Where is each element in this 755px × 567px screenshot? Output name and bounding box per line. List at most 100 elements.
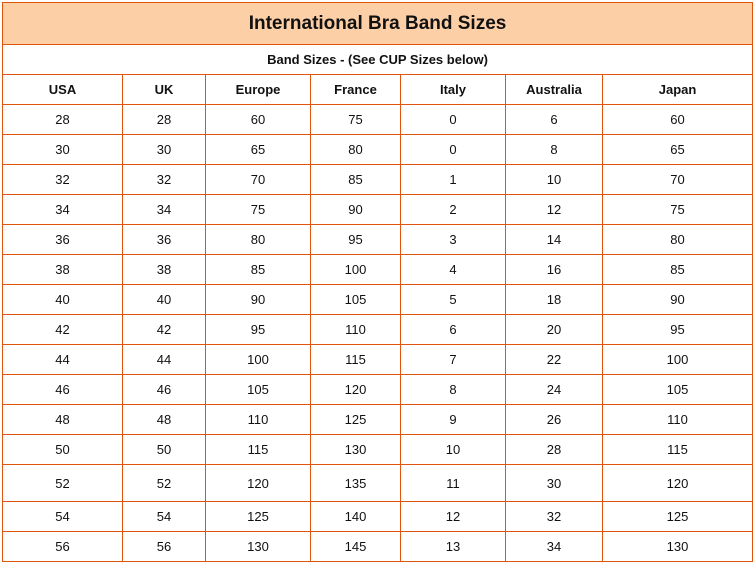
cell-usa: 44 [2,344,123,375]
cell-italy: 0 [400,104,506,135]
table-row: 48 48 110 125 9 26 110 [2,404,754,435]
cell-australia: 12 [505,194,603,225]
cell-usa: 48 [2,404,123,435]
cell-australia: 22 [505,344,603,375]
cell-europe: 85 [205,254,311,285]
cell-france: 130 [310,434,401,465]
cell-australia: 10 [505,164,603,195]
cell-italy: 12 [400,501,506,532]
cell-uk: 48 [122,404,206,435]
cell-japan: 115 [601,434,754,465]
cell-usa: 40 [2,284,123,315]
table-subtitle: Band Sizes - (See CUP Sizes below) [1,44,754,75]
cell-japan: 100 [601,344,754,375]
column-header-europe: Europe [205,74,311,105]
cell-france: 90 [310,194,401,225]
cell-france: 95 [310,224,401,255]
cell-japan: 95 [601,314,754,345]
cell-uk: 30 [122,134,206,165]
cell-france: 115 [310,344,401,375]
cell-australia: 8 [505,134,603,165]
cell-usa: 54 [2,501,123,532]
cell-france: 100 [310,254,401,285]
cell-usa: 52 [2,464,123,502]
cell-italy: 3 [400,224,506,255]
cell-japan: 90 [601,284,754,315]
cell-usa: 42 [2,314,123,345]
table-row: 30 30 65 80 0 8 65 [2,134,754,165]
cell-france: 80 [310,134,401,165]
table-row: 28 28 60 75 0 6 60 [2,104,754,135]
cell-france: 85 [310,164,401,195]
cell-australia: 6 [505,104,603,135]
cell-italy: 5 [400,284,506,315]
column-header-japan: Japan [601,74,754,105]
cell-europe: 100 [205,344,311,375]
cell-japan: 85 [601,254,754,285]
cell-europe: 65 [205,134,311,165]
cell-france: 110 [310,314,401,345]
cell-italy: 11 [400,464,506,502]
cell-italy: 2 [400,194,506,225]
cell-europe: 60 [205,104,311,135]
cell-france: 140 [310,501,401,532]
cell-europe: 75 [205,194,311,225]
cell-uk: 42 [122,314,206,345]
table-row: 52 52 120 135 11 30 120 [2,464,754,502]
cell-italy: 7 [400,344,506,375]
cell-europe: 125 [205,501,311,532]
cell-uk: 50 [122,434,206,465]
cell-japan: 65 [601,134,754,165]
cell-france: 105 [310,284,401,315]
cell-italy: 0 [400,134,506,165]
cell-uk: 54 [122,501,206,532]
cell-uk: 28 [122,104,206,135]
cell-europe: 80 [205,224,311,255]
cell-uk: 34 [122,194,206,225]
cell-japan: 60 [601,104,754,135]
cell-australia: 34 [505,531,603,562]
column-header-usa: USA [2,74,123,105]
cell-france: 125 [310,404,401,435]
cell-usa: 46 [2,374,123,405]
table-row: 42 42 95 110 6 20 95 [2,314,754,345]
cell-usa: 32 [2,164,123,195]
cell-france: 145 [310,531,401,562]
cell-japan: 105 [601,374,754,405]
column-header-france: France [310,74,401,105]
cell-usa: 36 [2,224,123,255]
column-header-uk: UK [122,74,206,105]
cell-uk: 52 [122,464,206,502]
table-row: 32 32 70 85 1 10 70 [2,164,754,195]
cell-usa: 28 [2,104,123,135]
cell-usa: 38 [2,254,123,285]
table-row: 46 46 105 120 8 24 105 [2,374,754,405]
cell-europe: 110 [205,404,311,435]
cell-japan: 75 [601,194,754,225]
table-row: 54 54 125 140 12 32 125 [2,501,754,532]
table-row: 50 50 115 130 10 28 115 [2,434,754,465]
header-row: USA UK Europe France Italy Australia Japan [2,74,754,105]
cell-italy: 8 [400,374,506,405]
cell-australia: 32 [505,501,603,532]
cell-italy: 4 [400,254,506,285]
cell-uk: 56 [122,531,206,562]
cell-france: 135 [310,464,401,502]
cell-australia: 28 [505,434,603,465]
cell-uk: 38 [122,254,206,285]
cell-usa: 56 [2,531,123,562]
table-row: 36 36 80 95 3 14 80 [2,224,754,255]
table-row: 38 38 85 100 4 16 85 [2,254,754,285]
cell-australia: 26 [505,404,603,435]
cell-usa: 30 [2,134,123,165]
cell-australia: 18 [505,284,603,315]
cell-italy: 6 [400,314,506,345]
cell-uk: 40 [122,284,206,315]
cell-australia: 14 [505,224,603,255]
table-row: 34 34 75 90 2 12 75 [2,194,754,225]
cell-japan: 110 [601,404,754,435]
table-row: 40 40 90 105 5 18 90 [2,284,754,315]
column-header-australia: Australia [505,74,603,105]
table-title: International Bra Band Sizes [1,2,754,45]
